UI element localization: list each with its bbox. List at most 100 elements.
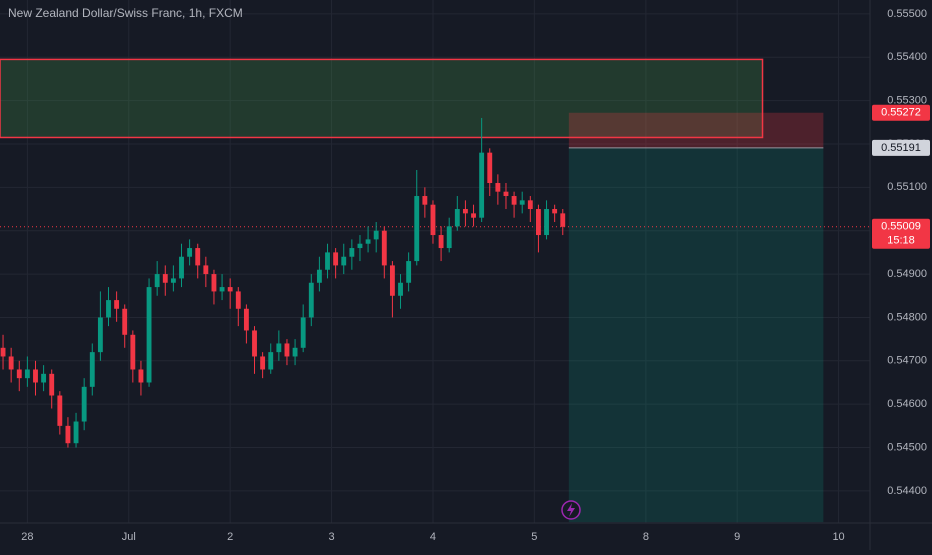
candle-body	[373, 230, 379, 240]
candle-body	[381, 230, 387, 266]
x-tick-label: 9	[734, 531, 740, 543]
candle-body	[438, 235, 444, 249]
y-tick-label: 0.55500	[887, 8, 927, 20]
price-label-box	[872, 218, 930, 249]
candle-body	[154, 274, 160, 288]
candle-body	[130, 334, 136, 370]
candle-body	[33, 369, 38, 383]
x-tick-label: 2	[227, 531, 233, 543]
y-tick-label: 0.54500	[887, 441, 927, 453]
stop-area	[568, 112, 824, 148]
candle-body	[398, 282, 403, 296]
x-tick-label: 4	[430, 531, 436, 543]
target-area	[568, 147, 824, 523]
candle-body	[179, 256, 184, 279]
candle-body	[146, 287, 152, 383]
candle-body	[414, 196, 420, 262]
supply-zone	[0, 58, 764, 139]
candle-body	[276, 343, 282, 353]
candle-body	[495, 183, 501, 192]
candle-body	[519, 200, 525, 205]
candles	[0, 117, 566, 448]
price-label: 0.55191	[881, 142, 921, 154]
price-label: 0.55009	[881, 221, 921, 233]
candle-body	[389, 265, 395, 296]
chart-title: New Zealand Dollar/Swiss Franc, 1h, FXCM	[8, 6, 243, 20]
candle-body	[227, 287, 233, 292]
y-tick-label: 0.54700	[887, 355, 927, 367]
candle-body	[41, 373, 47, 383]
price-label: 0.55272	[881, 107, 921, 119]
candle-body	[235, 291, 241, 309]
candle-body	[462, 209, 468, 214]
candle-body	[114, 300, 120, 309]
candle-body	[195, 248, 201, 266]
candle-body	[260, 356, 266, 370]
candle-body	[422, 196, 428, 205]
x-tick-label: 10	[832, 531, 844, 543]
candle-body	[471, 213, 476, 218]
candle-body	[162, 274, 168, 283]
candle-body	[65, 425, 71, 444]
candle-body	[122, 308, 128, 335]
candle-body	[73, 421, 79, 444]
candle-body	[349, 248, 355, 257]
candle-body	[284, 343, 290, 357]
x-tick-label: 3	[329, 531, 335, 543]
candle-body	[325, 252, 330, 270]
candle-body	[0, 347, 6, 357]
x-tick-label: Jul	[122, 531, 136, 543]
candle-body	[89, 352, 95, 387]
candle-body	[49, 373, 55, 396]
candle-body	[170, 278, 176, 283]
candle-body	[292, 347, 298, 357]
candle-body	[446, 226, 452, 249]
candle-body	[365, 239, 371, 244]
y-tick-label: 0.54800	[887, 311, 927, 323]
y-tick-label: 0.55100	[887, 181, 927, 193]
y-tick-label: 0.54900	[887, 268, 927, 280]
countdown-label: 15:18	[887, 235, 915, 247]
candle-body	[527, 200, 533, 210]
candle-body	[300, 317, 306, 348]
candle-body	[479, 152, 485, 218]
y-tick-label: 0.54400	[887, 485, 927, 497]
candle-body	[430, 204, 436, 236]
alert-icon[interactable]	[561, 500, 581, 520]
candle-body	[8, 356, 14, 370]
overlays	[0, 58, 870, 523]
candle-body	[16, 369, 22, 379]
candle-body	[138, 369, 144, 383]
candle-body	[560, 213, 566, 227]
price-label-box	[872, 104, 930, 121]
candle-body	[333, 252, 339, 266]
candle-body	[97, 317, 103, 353]
price-label-box	[872, 139, 930, 156]
y-tick-label: 0.55400	[887, 51, 927, 63]
candle-body	[243, 308, 249, 331]
candle-body	[454, 209, 460, 227]
candle-body	[316, 269, 322, 283]
candle-body	[81, 386, 87, 422]
grid	[0, 0, 870, 523]
candle-body	[106, 300, 111, 318]
candle-body	[341, 256, 347, 266]
candle-body	[24, 369, 30, 379]
candle-body	[357, 243, 363, 249]
candle-body	[503, 191, 509, 197]
candle-body	[211, 274, 217, 292]
candle-body	[268, 352, 274, 370]
candle-body	[511, 196, 517, 205]
candle-body	[406, 261, 412, 283]
x-tick-label: 28	[21, 531, 33, 543]
candle-body	[535, 209, 541, 236]
candle-body	[203, 265, 209, 275]
candle-body	[308, 282, 314, 318]
candle-body	[187, 248, 193, 257]
candle-body	[219, 287, 225, 292]
candle-body	[57, 395, 63, 426]
x-tick-label: 8	[643, 531, 649, 543]
